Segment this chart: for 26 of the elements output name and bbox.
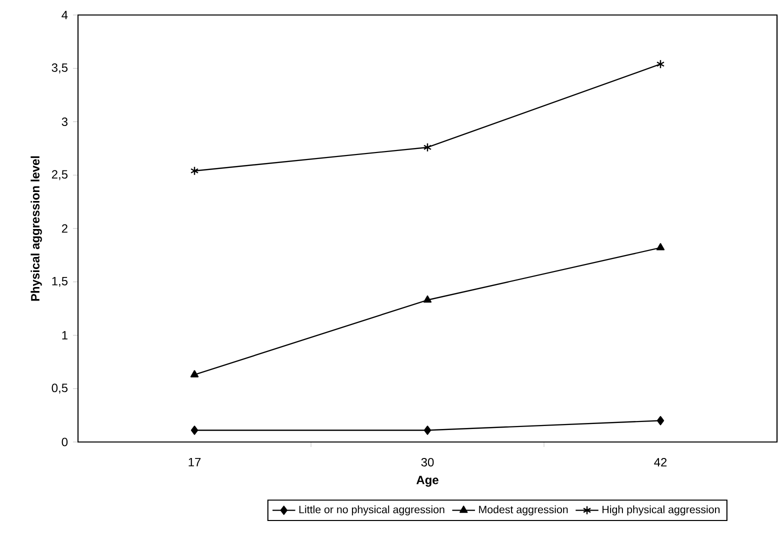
x-tick-label: 17	[188, 458, 201, 466]
point	[656, 60, 665, 69]
x-tick-label: 42	[654, 458, 667, 466]
y-tick-label: 2	[62, 224, 68, 233]
point	[190, 166, 199, 176]
point	[656, 416, 664, 426]
legend-label: Modest aggression	[479, 505, 568, 516]
x-axis-title: Age	[416, 476, 438, 487]
y-tick-label: 2,5	[52, 170, 68, 180]
y-tick-label: 0	[62, 438, 68, 446]
y-axis-title: Physical aggression level	[30, 156, 42, 301]
point	[190, 426, 198, 435]
x-tick-label: 30	[421, 458, 434, 466]
y-tick-label: 0,5	[52, 384, 68, 394]
point	[424, 426, 432, 435]
point	[656, 243, 665, 250]
y-tick-label: 3	[62, 117, 68, 126]
y-tick-label: 3,5	[52, 63, 68, 74]
legend-label: Little or no physical aggression	[299, 505, 444, 516]
y-tick-label: 4	[62, 10, 68, 20]
y-tick-label: 1	[62, 331, 68, 340]
legend-label: High physical aggression	[602, 505, 720, 516]
point	[190, 370, 199, 378]
point	[423, 142, 432, 152]
y-tick-label: 1,5	[52, 276, 68, 287]
point	[423, 295, 432, 303]
